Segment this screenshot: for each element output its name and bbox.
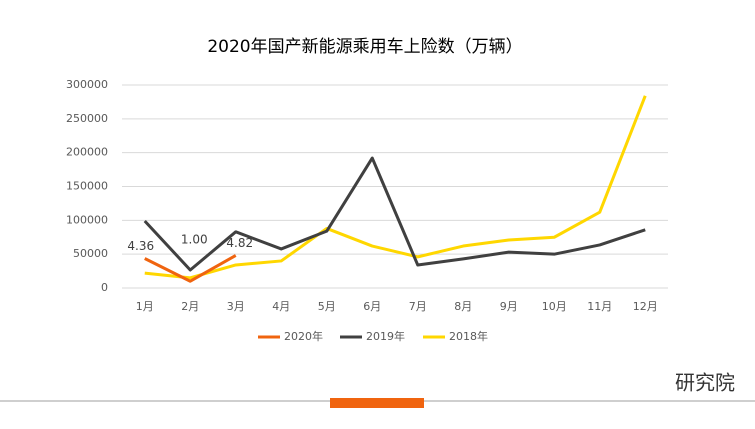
legend-label: 2018年 (449, 329, 488, 343)
y-tick-label: 100000 (66, 213, 108, 226)
x-tick-label: 10月 (542, 300, 567, 313)
series-line (143, 156, 646, 272)
data-label: 4.36 (127, 239, 154, 253)
legend-label: 2019年 (366, 329, 405, 343)
x-tick-label: 6月 (363, 300, 381, 313)
x-tick-label: 3月 (227, 300, 245, 313)
y-tick-label: 150000 (66, 180, 108, 193)
chart-title: 2020年国产新能源乘用车上险数（万辆） (207, 37, 522, 57)
x-tick-label: 2月 (181, 300, 199, 313)
y-tick-label: 250000 (66, 112, 108, 125)
footer-accent (330, 398, 424, 408)
x-tick-label: 8月 (454, 300, 472, 313)
x-tick-label: 7月 (409, 300, 427, 313)
y-tick-label: 50000 (73, 247, 108, 260)
x-tick-label: 12月 (633, 300, 658, 313)
data-label: 4.82 (226, 236, 253, 250)
series-line (144, 95, 647, 280)
x-tick-label: 9月 (500, 300, 518, 313)
y-tick-label: 200000 (66, 146, 108, 159)
x-tick-label: 4月 (272, 300, 290, 313)
x-tick-label: 1月 (136, 300, 154, 313)
legend-label: 2020年 (284, 329, 323, 343)
series-line (144, 254, 237, 283)
data-label: 1.00 (181, 233, 208, 247)
footer-brand: 研究院 (675, 371, 735, 395)
x-tick-label: 5月 (318, 300, 336, 313)
x-tick-label: 11月 (587, 300, 612, 313)
y-tick-label: 0 (101, 281, 108, 294)
y-tick-label: 300000 (66, 78, 108, 91)
